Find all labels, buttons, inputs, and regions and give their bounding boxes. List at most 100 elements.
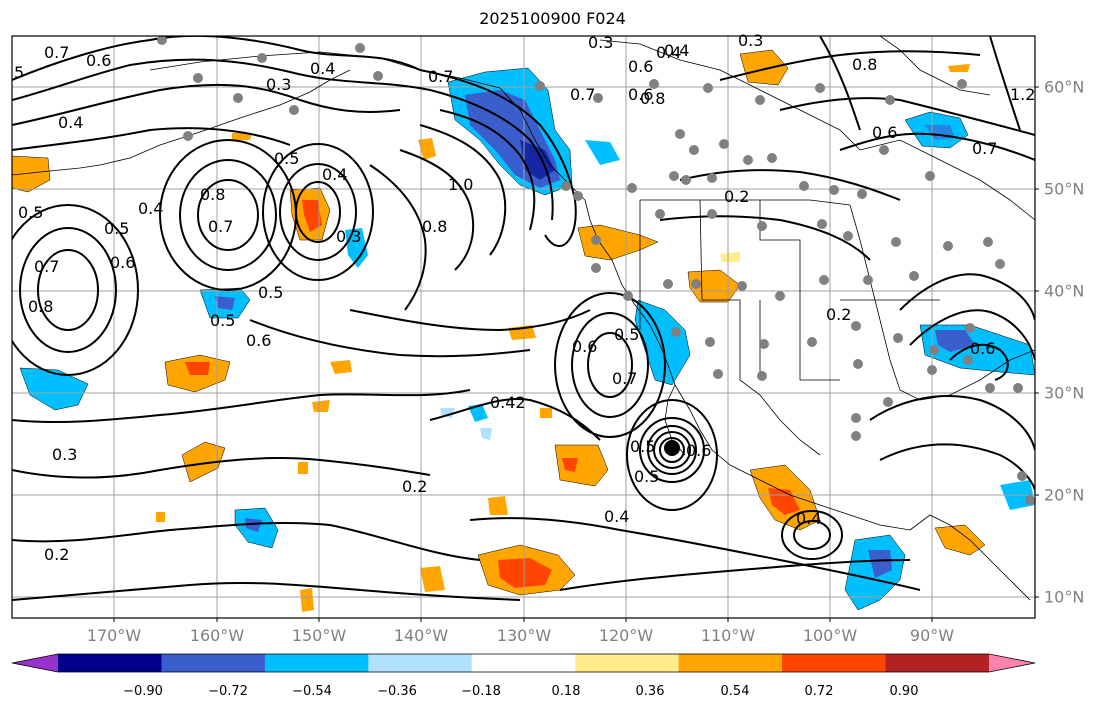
contour-label: 0.3 [738,31,763,50]
lon-label: 100°W [802,626,858,645]
colorbar-tick-label: 0.72 [804,684,834,699]
coastlines [12,36,1035,601]
contour-label: 0.7 [972,139,997,158]
contour-label: 0.3 [52,445,77,464]
colorbar-tick-label: −0.54 [292,684,332,699]
contour-label: 0.6 [970,339,995,358]
contour-label: 0.5 [210,311,235,330]
contour-label: 0.6 [572,337,597,356]
colorbar-extend-low [12,654,58,672]
contour-label: 0.7 [570,85,595,104]
lon-label: 160°W [189,626,245,645]
contour-label: 0.4 [604,507,629,526]
contour-label: 0.5 [614,325,639,344]
colorbar-segment [678,654,783,672]
colorbar-tick-label: 0.54 [720,684,750,699]
contour-label: 0.5 [630,437,655,456]
contour-label: 0.5 [104,219,129,238]
contour-label: 0.4 [138,199,163,218]
contour-label: 1.2 [1010,85,1035,104]
contour-label: 0.4 [664,41,689,60]
contour-labels: 0.7 0.6 5 0.3 0.4 0.4 0.7 0.3 0.4 0.6 0.… [14,31,1035,564]
contour-label: 1.0 [448,175,473,194]
colorbar-segment [368,654,473,672]
colorbar-segment [885,654,990,672]
lat-label: 10°N [1044,587,1085,607]
colorbar-outline [11,653,1036,673]
lat-label: 30°N [1044,383,1085,403]
contour-label: 0.2 [724,187,749,206]
stations [157,36,1035,505]
contour-label: 0.4 [58,113,83,132]
contour-label: 0.7 [34,257,59,276]
contour-label: 0.2 [44,545,69,564]
lat-label: 20°N [1044,485,1085,505]
lat-ticks [1035,86,1039,598]
colorbar-segment [58,654,162,672]
lat-label: 50°N [1044,179,1085,199]
contour-label: 0.8 [852,55,877,74]
lon-label: 140°W [393,626,449,645]
lon-label: 130°W [496,626,552,645]
contour-label: 0.8 [28,297,53,316]
contour-label: 0.6 [110,253,135,272]
contour-label: 0.7 [44,43,69,62]
contour-label: 0.4 [322,165,347,184]
colorbar-segment [471,654,576,672]
contour-label: 5 [14,63,24,82]
colorbar-tick-label: −0.36 [377,684,417,699]
colorbar-extend-high [989,654,1035,672]
colorbar-tick-label: 0.90 [889,684,919,699]
contour-label: 0.4 [796,509,821,528]
contour-label: 0.6 [686,441,711,460]
contour-label: 0.5 [18,203,43,222]
contour-label: 0.8 [200,185,225,204]
colorbar [11,653,1036,673]
positive-shading [12,49,986,612]
lon-label: 90°W [909,626,955,645]
lat-label: 40°N [1044,281,1085,301]
contour-label: 0.6 [86,51,111,70]
contour-label: 0.6 [246,331,271,350]
contour-label: 0.5 [258,283,283,302]
colorbar-tick-label: −0.72 [208,684,248,699]
colorbar-tick-label: −0.90 [123,684,163,699]
negative-shading [19,67,1035,611]
contour-label: 0.3 [588,33,613,52]
lon-label: 150°W [291,626,347,645]
contour-label: 0.8 [422,217,447,236]
contour-label: 0.6 [872,123,897,142]
contour-label: 0.6 [628,57,653,76]
contour-label: 0.4 [656,43,681,62]
contour-label: 0.7 [428,67,453,86]
contour-label: 0.3 [336,227,361,246]
colorbar-segment [161,654,266,672]
contour-label: 0.6 [628,85,653,104]
lon-ticks [113,618,933,622]
lon-label: 110°W [700,626,756,645]
lon-label: 120°W [598,626,654,645]
colorbar-tick-label: −0.18 [461,684,501,699]
lon-label: 170°W [86,626,142,645]
contour-label: 0.5 [274,149,299,168]
graticule [12,36,1035,618]
colorbar-segment [264,654,369,672]
contours [12,36,1035,601]
contour-label: 0.5 [634,467,659,486]
colorbar-tick-label: 0.18 [551,684,581,699]
contour-label: 0.2 [402,477,427,496]
contour-label: 0.7 [612,369,637,388]
colorbar-segment [575,654,680,672]
contour-label: 0.42 [490,393,526,412]
colorbar-segment [782,654,887,672]
chart-title: 2025100900 F024 [479,9,626,28]
contour-label: 0.3 [266,75,291,94]
contour-label: 0.4 [310,59,335,78]
map-area [12,36,1035,618]
colorbar-tick-label: 0.36 [635,684,665,699]
lat-label: 60°N [1044,77,1085,97]
contour-label: 0.8 [640,89,665,108]
storm-center-marker [664,440,680,456]
contour-label: 0.7 [208,217,233,236]
